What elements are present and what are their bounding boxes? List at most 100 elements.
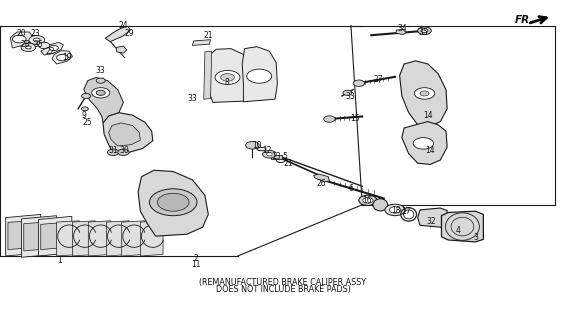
Ellipse shape — [373, 199, 388, 211]
Text: 15: 15 — [350, 114, 361, 123]
Text: 20: 20 — [16, 29, 27, 38]
Polygon shape — [402, 122, 447, 164]
Circle shape — [118, 149, 129, 156]
Text: 3: 3 — [473, 233, 478, 242]
Polygon shape — [8, 220, 38, 250]
Polygon shape — [138, 170, 208, 236]
Circle shape — [385, 204, 405, 216]
Text: 9: 9 — [82, 111, 86, 120]
Circle shape — [149, 189, 197, 216]
Text: 16: 16 — [362, 196, 372, 205]
Circle shape — [418, 27, 431, 35]
Polygon shape — [140, 221, 163, 256]
Text: 18: 18 — [392, 206, 401, 215]
Text: 19: 19 — [62, 53, 72, 62]
Circle shape — [57, 54, 68, 61]
Polygon shape — [106, 221, 129, 256]
Circle shape — [363, 197, 373, 203]
Circle shape — [267, 153, 272, 156]
Text: 30: 30 — [119, 146, 130, 155]
Text: 25: 25 — [82, 118, 92, 127]
Text: 28: 28 — [20, 40, 29, 49]
Circle shape — [96, 78, 105, 83]
Text: FR.: FR. — [515, 15, 534, 25]
Circle shape — [421, 29, 428, 33]
Circle shape — [82, 107, 88, 111]
Circle shape — [108, 149, 119, 156]
Text: 32: 32 — [426, 217, 436, 226]
Polygon shape — [314, 174, 329, 182]
Text: 10: 10 — [252, 141, 262, 150]
Polygon shape — [88, 221, 111, 256]
Polygon shape — [22, 216, 57, 257]
Polygon shape — [271, 155, 282, 159]
Polygon shape — [117, 46, 127, 53]
Circle shape — [25, 46, 31, 49]
Polygon shape — [41, 222, 70, 250]
Circle shape — [21, 43, 36, 52]
Polygon shape — [105, 26, 130, 42]
Polygon shape — [6, 214, 41, 256]
Text: 34: 34 — [397, 24, 407, 33]
Text: 22: 22 — [45, 47, 54, 56]
Polygon shape — [109, 123, 140, 146]
Polygon shape — [24, 221, 54, 251]
Text: 14: 14 — [423, 111, 433, 120]
Text: 8: 8 — [224, 78, 229, 87]
Polygon shape — [441, 211, 483, 242]
Circle shape — [221, 74, 234, 81]
Polygon shape — [57, 221, 79, 256]
Text: 33: 33 — [187, 94, 198, 103]
Text: 31: 31 — [108, 146, 118, 155]
Polygon shape — [418, 208, 447, 227]
Text: 6: 6 — [349, 184, 353, 193]
Polygon shape — [38, 216, 72, 256]
Circle shape — [82, 93, 91, 99]
Polygon shape — [41, 42, 63, 55]
Polygon shape — [242, 47, 277, 102]
Polygon shape — [206, 49, 249, 102]
Text: DOES NOT INCLUDE BRAKE PADS): DOES NOT INCLUDE BRAKE PADS) — [216, 285, 350, 294]
Circle shape — [359, 195, 377, 205]
Text: 1: 1 — [58, 256, 62, 265]
Circle shape — [420, 91, 429, 96]
Circle shape — [49, 45, 58, 51]
Circle shape — [38, 42, 50, 49]
Text: 11: 11 — [191, 260, 200, 269]
Circle shape — [33, 38, 40, 42]
Text: 4: 4 — [456, 226, 461, 235]
Circle shape — [215, 70, 240, 84]
Polygon shape — [52, 51, 72, 64]
Text: 21: 21 — [204, 31, 213, 40]
Text: 2: 2 — [194, 254, 198, 263]
Text: 12: 12 — [263, 146, 272, 155]
Text: 33: 33 — [345, 92, 355, 100]
Text: 26: 26 — [316, 179, 326, 188]
Circle shape — [157, 193, 189, 211]
Circle shape — [29, 36, 45, 44]
Text: (REMANUFACTURED BRAKE CALIPER ASSY: (REMANUFACTURED BRAKE CALIPER ASSY — [199, 278, 367, 287]
Circle shape — [263, 150, 276, 158]
Circle shape — [343, 90, 352, 95]
Polygon shape — [400, 61, 447, 126]
Text: 5: 5 — [283, 152, 288, 161]
Text: 24: 24 — [118, 21, 128, 30]
Circle shape — [12, 35, 26, 43]
Text: 17: 17 — [401, 207, 411, 216]
Circle shape — [92, 88, 110, 98]
Circle shape — [324, 116, 335, 122]
Polygon shape — [72, 221, 95, 256]
Polygon shape — [204, 51, 212, 99]
Polygon shape — [122, 221, 144, 256]
Circle shape — [246, 141, 259, 149]
Text: 33: 33 — [96, 66, 106, 75]
Circle shape — [353, 80, 365, 86]
Polygon shape — [84, 77, 123, 123]
Text: 35: 35 — [33, 40, 44, 49]
Circle shape — [96, 90, 105, 95]
Circle shape — [389, 207, 401, 213]
Polygon shape — [10, 32, 34, 48]
Text: 23: 23 — [30, 29, 40, 38]
Circle shape — [247, 69, 272, 83]
Text: 21: 21 — [284, 159, 293, 168]
